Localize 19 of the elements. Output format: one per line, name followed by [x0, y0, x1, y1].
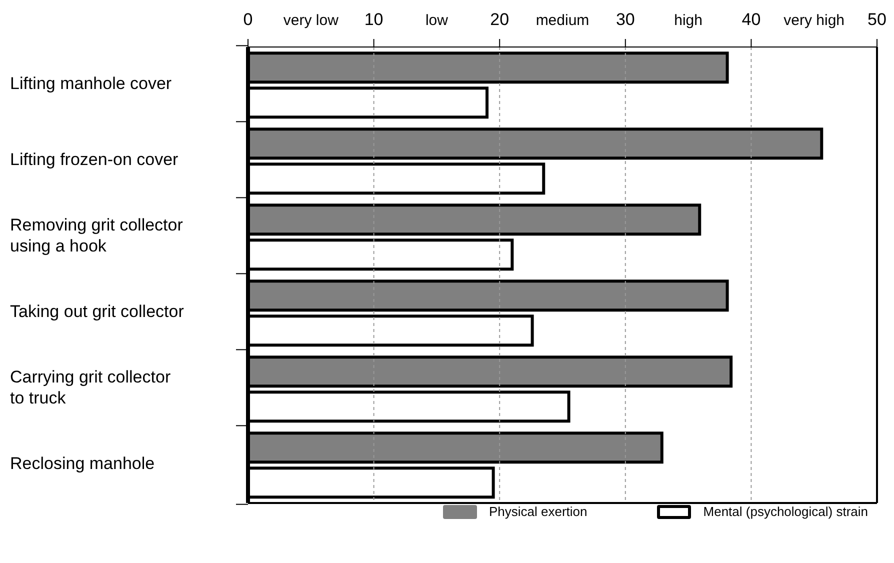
legend-label: Mental (psychological) strain: [703, 504, 868, 519]
x-tick-label: 40: [742, 10, 761, 29]
x-tick-label: 30: [616, 10, 635, 29]
x-tick-label: 20: [490, 10, 510, 29]
y-tick-label: Taking out grit collector: [10, 302, 184, 322]
legend-label: Physical exertion: [488, 504, 588, 519]
y-tick-label: Lifting frozen-on cover: [10, 150, 179, 170]
x-tick-label: 0: [243, 10, 253, 29]
x-tick-label: very low: [283, 12, 339, 29]
x-tick-label: 50: [868, 10, 886, 29]
x-tick-label: low: [425, 12, 448, 29]
x-tick-label: high: [674, 12, 702, 29]
y-tick-label: Carrying grit collector to truck: [10, 368, 171, 408]
x-tick-label: medium: [536, 12, 590, 29]
x-tick-label: 10: [364, 10, 384, 29]
y-tick-label: Reclosing manhole: [10, 454, 155, 474]
y-tick-label: Lifting manhole cover: [10, 74, 172, 94]
x-tick-label: very high: [784, 12, 845, 29]
y-tick-label: Removing grit collector using a hook: [10, 216, 184, 256]
